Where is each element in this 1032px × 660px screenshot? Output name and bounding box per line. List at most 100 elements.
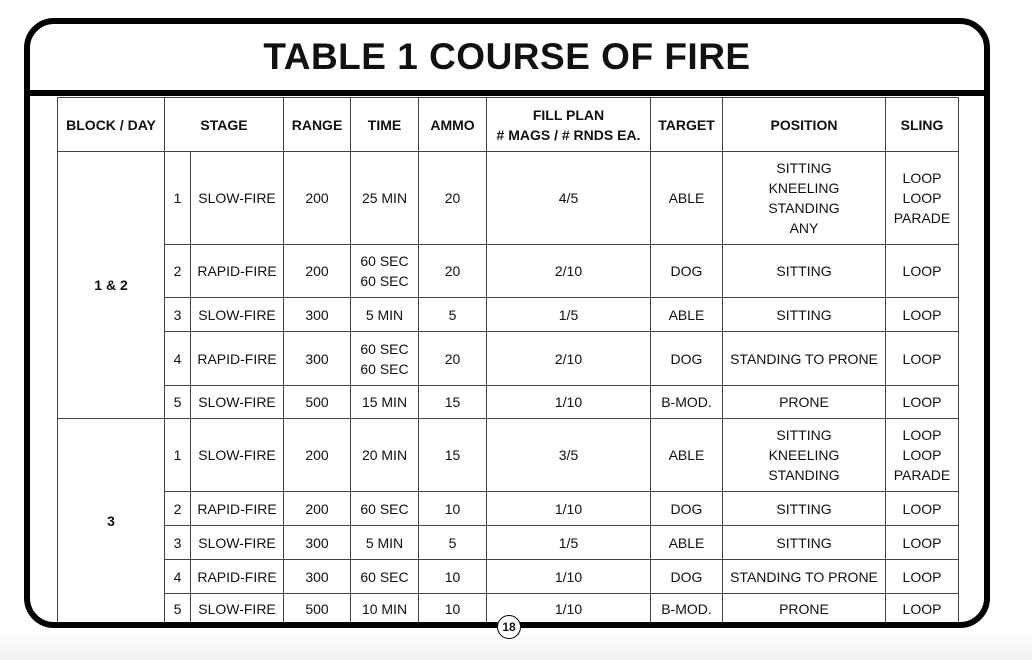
sling-cell: LOOP bbox=[885, 491, 959, 526]
position-cell: SITTING bbox=[722, 491, 886, 526]
stage-number: 2 bbox=[164, 244, 191, 298]
stage-number: 5 bbox=[164, 593, 191, 622]
sling-cell: LOOP bbox=[885, 525, 959, 560]
ammo-cell: 5 bbox=[418, 297, 487, 332]
sling-cell-line: LOOP bbox=[902, 534, 942, 551]
target-cell: DOG bbox=[650, 491, 723, 526]
ammo-cell: 20 bbox=[418, 244, 487, 298]
position-cell-line: STANDING bbox=[768, 200, 840, 216]
header-fill-plan-line2: # MAGS / # RNDS EA. bbox=[496, 126, 641, 143]
target-cell: ABLE bbox=[650, 297, 723, 332]
stage-number: 5 bbox=[164, 385, 191, 419]
time-cell-line: 5 MIN bbox=[365, 306, 404, 323]
block-day-cell: 1 & 2 bbox=[57, 151, 165, 419]
header-time: TIME bbox=[350, 97, 419, 152]
stage-number: 2 bbox=[164, 491, 191, 526]
time-cell: 60 SEC bbox=[350, 559, 419, 594]
time-cell-line: 10 MIN bbox=[361, 600, 408, 617]
time-cell-line: 20 MIN bbox=[361, 447, 408, 463]
ammo-cell: 10 bbox=[418, 559, 487, 594]
range-cell: 300 bbox=[283, 331, 351, 386]
title-divider bbox=[30, 90, 984, 96]
time-cell-line: 60 SEC bbox=[360, 568, 409, 585]
position-cell-line: STANDING bbox=[768, 467, 840, 483]
header-block-day: BLOCK / DAY bbox=[57, 97, 165, 152]
sling-cell-line: LOOP bbox=[902, 350, 942, 367]
ammo-cell: 20 bbox=[418, 151, 487, 245]
sling-cell-line: LOOP bbox=[902, 170, 942, 186]
course-of-fire-table: BLOCK / DAY STAGE RANGE TIME AMMO FILL P… bbox=[57, 97, 959, 622]
stage-number: 4 bbox=[164, 559, 191, 594]
sling-cell: LOOP bbox=[885, 559, 959, 594]
target-cell: DOG bbox=[650, 559, 723, 594]
position-cell: SITTING KNEELING STANDING bbox=[722, 418, 886, 492]
stage-number: 1 bbox=[164, 418, 191, 492]
table-row: 2 RAPID-FIRE 200 60 SEC 10 1/10 DOG SITTING LOOP bbox=[58, 491, 959, 526]
sling-cell-line: LOOP bbox=[902, 447, 942, 463]
header-range: RANGE bbox=[283, 97, 351, 152]
time-cell: 5 MIN bbox=[350, 525, 419, 560]
fill-plan-cell: 1/5 bbox=[486, 297, 651, 332]
time-cell: 20 MIN bbox=[350, 418, 419, 492]
time-cell: 5 MIN bbox=[350, 297, 419, 332]
position-cell-line: ANY bbox=[789, 220, 819, 236]
stage-name: SLOW-FIRE bbox=[190, 593, 284, 622]
sling-cell-line: PARADE bbox=[893, 467, 951, 483]
ammo-cell: 10 bbox=[418, 593, 487, 622]
table-row: 5 SLOW-FIRE 500 15 MIN 15 1/10 B-MOD. PRONE LOOP bbox=[58, 385, 959, 419]
table-row: 2 RAPID-FIRE 200 60 SEC 60 SEC 20 2/10 DOG SITTI… bbox=[58, 244, 959, 298]
sling-cell-line: LOOP bbox=[902, 263, 942, 279]
course-of-fire-frame: TABLE 1 COURSE OF FIRE BLOCK / DAY STAGE… bbox=[24, 18, 990, 628]
sling-cell-line: LOOP bbox=[902, 500, 942, 517]
time-cell: 25 MIN bbox=[350, 151, 419, 245]
position-cell-line: SITTING bbox=[776, 306, 832, 323]
stage-number: 1 bbox=[164, 151, 191, 245]
fill-plan-cell: 2/10 bbox=[486, 331, 651, 386]
position-cell: SITTING bbox=[722, 244, 886, 298]
ammo-cell: 10 bbox=[418, 491, 487, 526]
fill-plan-cell: 2/10 bbox=[486, 244, 651, 298]
time-cell: 15 MIN bbox=[350, 385, 419, 419]
stage-number: 3 bbox=[164, 525, 191, 560]
sling-cell-line: LOOP bbox=[902, 600, 942, 617]
target-cell: DOG bbox=[650, 244, 723, 298]
position-cell: STANDING TO PRONE bbox=[722, 559, 886, 594]
sling-cell: LOOP bbox=[885, 385, 959, 419]
header-fill-plan: FILL PLAN # MAGS / # RNDS EA. bbox=[486, 97, 651, 152]
header-stage: STAGE bbox=[164, 97, 284, 152]
time-cell-line: 60 SEC bbox=[360, 253, 409, 269]
sling-cell-line: PARADE bbox=[893, 210, 951, 226]
ammo-cell: 5 bbox=[418, 525, 487, 560]
stage-name: SLOW-FIRE bbox=[190, 525, 284, 560]
fill-plan-cell: 1/10 bbox=[486, 491, 651, 526]
position-cell-line: KNEELING bbox=[768, 447, 840, 463]
time-cell-line: 25 MIN bbox=[361, 190, 408, 206]
stage-number: 4 bbox=[164, 331, 191, 386]
stage-name: RAPID-FIRE bbox=[190, 491, 284, 526]
table-row: 3 1 SLOW-FIRE 200 20 MIN 15 3/5 ABLE SITTING KNEE… bbox=[57, 418, 959, 622]
position-cell-line: PRONE bbox=[779, 600, 829, 617]
range-cell: 200 bbox=[283, 244, 351, 298]
target-cell: B-MOD. bbox=[650, 385, 723, 419]
sling-cell: LOOP LOOP PARADE bbox=[885, 151, 959, 245]
position-cell-line: SITTING bbox=[776, 160, 832, 176]
position-cell: SITTING bbox=[722, 297, 886, 332]
table-row: 4 RAPID-FIRE 300 60 SEC 10 1/10 DOG STANDING TO… bbox=[58, 559, 959, 594]
page-number: 18 bbox=[497, 615, 521, 639]
sling-cell-line: LOOP bbox=[902, 394, 942, 410]
position-cell: SITTING bbox=[722, 525, 886, 560]
time-cell-line: 60 SEC bbox=[360, 273, 409, 289]
position-cell-line: SITTING bbox=[776, 263, 832, 279]
fill-plan-cell: 1/10 bbox=[486, 385, 651, 419]
position-cell-line: KNEELING bbox=[768, 180, 840, 196]
table-row: 1 & 2 1 SLOW-FIRE 200 25 MIN 20 4/5 ABLE SITTING… bbox=[57, 151, 959, 419]
table-row: 3 SLOW-FIRE 300 5 MIN 5 1/5 ABLE SITTING LOOP bbox=[58, 297, 959, 332]
fill-plan-cell: 1/10 bbox=[486, 559, 651, 594]
ammo-cell: 15 bbox=[418, 418, 487, 492]
sling-cell-line: LOOP bbox=[902, 427, 942, 443]
time-cell-line: 60 SEC bbox=[360, 360, 409, 377]
target-cell: ABLE bbox=[650, 418, 723, 492]
fill-plan-cell: 4/5 bbox=[486, 151, 651, 245]
page-title: TABLE 1 COURSE OF FIRE bbox=[263, 36, 751, 77]
stage-name: SLOW-FIRE bbox=[190, 297, 284, 332]
